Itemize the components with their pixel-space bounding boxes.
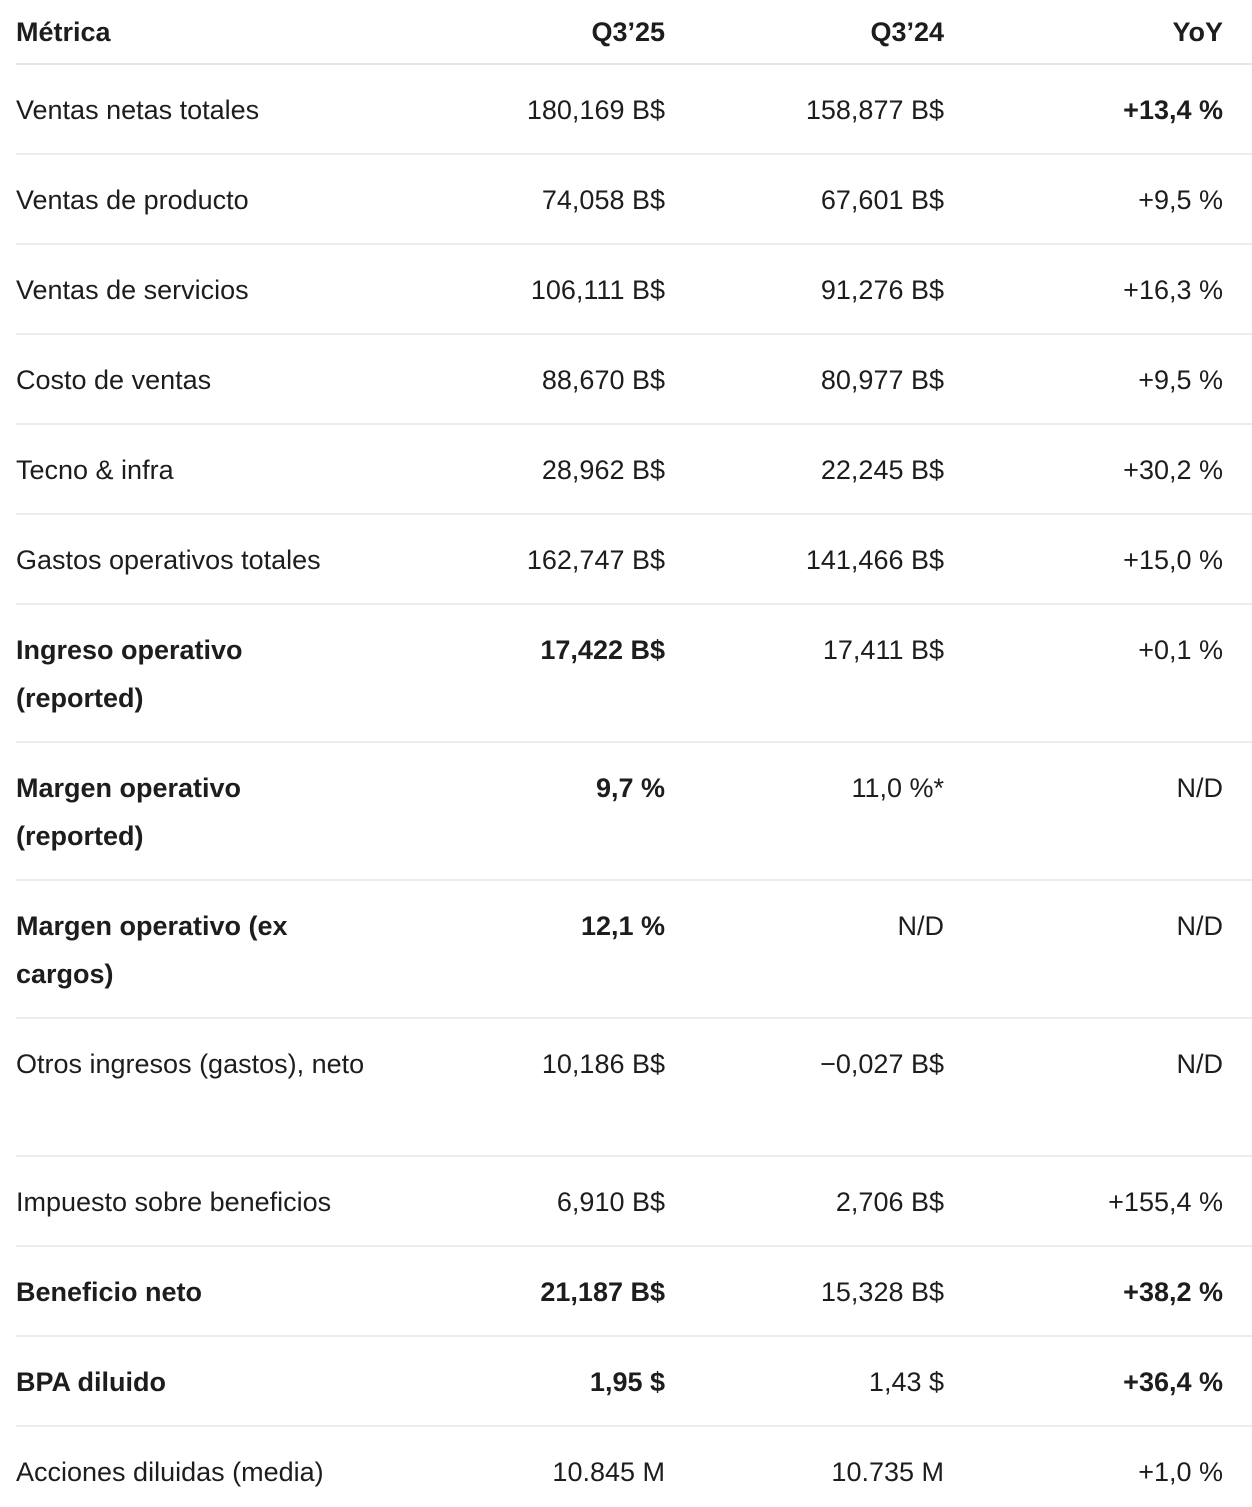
q3-24-value: N/D bbox=[897, 911, 945, 941]
q3-24-value: 15,328 B$ bbox=[820, 1277, 944, 1307]
q3-25-value: 28,962 B$ bbox=[541, 455, 665, 485]
q3-24-value: 2,706 B$ bbox=[835, 1187, 944, 1217]
table-header: Métrica Q3’25 Q3’24 YoY bbox=[16, 0, 1252, 65]
metric-label: Ventas netas totales bbox=[16, 95, 260, 125]
metric-label: Margen operativo (ex cargos) bbox=[16, 911, 288, 989]
q3-24-value: 10.735 M bbox=[831, 1457, 944, 1487]
q3-24-value: 80,977 B$ bbox=[820, 365, 944, 395]
q3-24-value: 158,877 B$ bbox=[805, 95, 944, 125]
header-yoy: YoY bbox=[1172, 17, 1223, 47]
metric-label: Otros ingresos (gastos), neto bbox=[16, 1049, 365, 1079]
table-row: Margen operativo (ex cargos) 12,1 % N/D … bbox=[16, 881, 1252, 1019]
yoy-value: +38,2 % bbox=[1123, 1277, 1223, 1307]
yoy-value: +1,0 % bbox=[1138, 1457, 1223, 1487]
q3-24-value: 17,411 B$ bbox=[822, 635, 944, 665]
table-row: Impuesto sobre beneficios 6,910 B$ 2,706… bbox=[16, 1157, 1252, 1247]
q3-24-value: −0,027 B$ bbox=[820, 1049, 944, 1079]
q3-25-value: 12,1 % bbox=[580, 911, 665, 941]
yoy-value: +30,2 % bbox=[1123, 455, 1223, 485]
metric-label: BPA diluido bbox=[16, 1367, 166, 1397]
q3-24-value: 11,0 %* bbox=[851, 773, 944, 803]
yoy-value: +13,4 % bbox=[1123, 95, 1223, 125]
metric-label: Ventas de producto bbox=[16, 185, 249, 215]
table-row: Acciones diluidas (media) 10.845 M 10.73… bbox=[16, 1427, 1252, 1507]
header-q3-25: Q3’25 bbox=[591, 17, 665, 47]
table-row: Margen operativo (reported) 9,7 % 11,0 %… bbox=[16, 743, 1252, 881]
q3-25-value: 10.845 M bbox=[552, 1457, 665, 1487]
yoy-value: +9,5 % bbox=[1138, 365, 1223, 395]
q3-25-value: 21,187 B$ bbox=[540, 1277, 665, 1307]
q3-24-value: 67,601 B$ bbox=[820, 185, 944, 215]
table-row: Ingreso operativo (reported) 17,422 B$ 1… bbox=[16, 605, 1252, 743]
yoy-value: N/D bbox=[1176, 1049, 1224, 1079]
metric-label: Ventas de servicios bbox=[16, 275, 249, 305]
metric-label: Ingreso operativo (reported) bbox=[16, 635, 243, 713]
table-row: BPA diluido 1,95 $ 1,43 $ +36,4 % bbox=[16, 1337, 1252, 1427]
metric-label: Costo de ventas bbox=[16, 365, 212, 395]
q3-25-value: 17,422 B$ bbox=[540, 635, 665, 665]
header-q3-24: Q3’24 bbox=[870, 17, 944, 47]
yoy-value: +0,1 % bbox=[1138, 635, 1223, 665]
yoy-value: +16,3 % bbox=[1123, 275, 1223, 305]
yoy-value: +15,0 % bbox=[1123, 545, 1223, 575]
yoy-value: N/D bbox=[1176, 773, 1224, 803]
metric-label: Acciones diluidas (media) bbox=[16, 1457, 324, 1487]
q3-25-value: 10,186 B$ bbox=[541, 1049, 665, 1079]
yoy-value: +155,4 % bbox=[1108, 1187, 1223, 1217]
table-row: Ventas netas totales 180,169 B$ 158,877 … bbox=[16, 65, 1252, 155]
table-row: Beneficio neto 21,187 B$ 15,328 B$ +38,2… bbox=[16, 1247, 1252, 1337]
header-metric: Métrica bbox=[16, 17, 111, 47]
q3-25-value: 88,670 B$ bbox=[541, 365, 665, 395]
table-row: Tecno & infra 28,962 B$ 22,245 B$ +30,2 … bbox=[16, 425, 1252, 515]
metric-label: Beneficio neto bbox=[16, 1277, 203, 1307]
metric-label: Impuesto sobre beneficios bbox=[16, 1187, 332, 1217]
q3-24-value: 22,245 B$ bbox=[820, 455, 944, 485]
q3-25-value: 162,747 B$ bbox=[526, 545, 665, 575]
yoy-value: +9,5 % bbox=[1138, 185, 1223, 215]
table-row: Gastos operativos totales 162,747 B$ 141… bbox=[16, 515, 1252, 605]
q3-24-value: 1,43 $ bbox=[868, 1367, 944, 1397]
table-row: Ventas de servicios 106,111 B$ 91,276 B$… bbox=[16, 245, 1252, 335]
q3-25-value: 1,95 $ bbox=[589, 1367, 665, 1397]
q3-25-value: 9,7 % bbox=[595, 773, 665, 803]
table-row: Ventas de producto 74,058 B$ 67,601 B$ +… bbox=[16, 155, 1252, 245]
financial-metrics-table: Métrica Q3’25 Q3’24 YoY Ventas netas tot… bbox=[16, 0, 1252, 1507]
metric-label: Gastos operativos totales bbox=[16, 545, 321, 575]
q3-25-value: 180,169 B$ bbox=[526, 95, 665, 125]
q3-25-value: 106,111 B$ bbox=[530, 275, 665, 305]
q3-24-value: 91,276 B$ bbox=[820, 275, 944, 305]
yoy-value: N/D bbox=[1176, 911, 1224, 941]
metric-label: Margen operativo (reported) bbox=[16, 773, 242, 851]
metric-label: Tecno & infra bbox=[16, 455, 174, 485]
table-row: Otros ingresos (gastos), neto 10,186 B$ … bbox=[16, 1019, 1252, 1157]
q3-25-value: 6,910 B$ bbox=[556, 1187, 665, 1217]
q3-25-value: 74,058 B$ bbox=[541, 185, 665, 215]
table-row: Costo de ventas 88,670 B$ 80,977 B$ +9,5… bbox=[16, 335, 1252, 425]
q3-24-value: 141,466 B$ bbox=[805, 545, 944, 575]
yoy-value: +36,4 % bbox=[1123, 1367, 1223, 1397]
